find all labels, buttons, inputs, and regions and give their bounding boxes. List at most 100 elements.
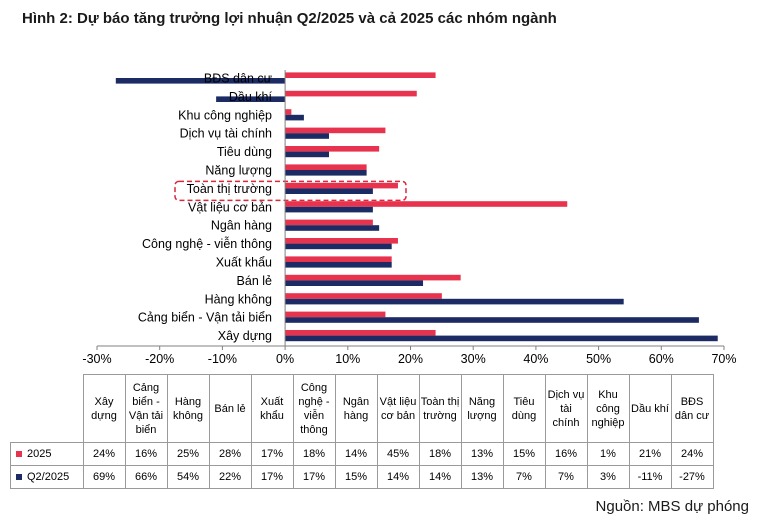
category-label: Dầu khí bbox=[229, 90, 273, 104]
bar bbox=[285, 114, 304, 121]
category-label: Xuất khẩu bbox=[216, 256, 272, 270]
x-tick-label: 60% bbox=[649, 352, 674, 366]
column-header: Xây dựng bbox=[82, 374, 126, 443]
bar bbox=[285, 219, 373, 226]
category-label: Năng lượng bbox=[205, 164, 272, 178]
bar bbox=[285, 90, 417, 97]
table-cell: 18% bbox=[292, 442, 336, 466]
table-cell: 69% bbox=[82, 465, 126, 489]
column-header: Hàng không bbox=[166, 374, 210, 443]
table-cell: 7% bbox=[544, 465, 588, 489]
category-label: Hàng không bbox=[205, 292, 272, 306]
x-tick-label: 0% bbox=[276, 352, 294, 366]
bar bbox=[285, 311, 386, 318]
table-cell: 18% bbox=[418, 442, 462, 466]
category-label: Bán lẻ bbox=[237, 274, 272, 288]
bar bbox=[216, 96, 286, 102]
column-header: Xuất khẩu bbox=[250, 374, 294, 443]
column-header: Công nghệ - viễn thông bbox=[292, 374, 336, 443]
table-cell: 13% bbox=[460, 442, 504, 466]
data-table: Xây dựng Cảng biển - Vận tải biển Hàng khô… bbox=[10, 374, 714, 489]
category-label: Ngân hàng bbox=[211, 219, 272, 233]
highlight-box bbox=[174, 180, 407, 202]
legend-swatch bbox=[16, 451, 22, 458]
x-tick-label: 30% bbox=[461, 352, 486, 366]
table-cell: 15% bbox=[334, 465, 378, 489]
column-header: Ngân hàng bbox=[334, 374, 378, 443]
table-cell: 45% bbox=[376, 442, 420, 466]
bar bbox=[285, 201, 568, 207]
category-label: Cảng biển - Vận tải biển bbox=[138, 311, 272, 325]
bar bbox=[285, 182, 398, 189]
table-cell: 24% bbox=[670, 442, 714, 466]
column-header: Dầu khí bbox=[628, 374, 672, 443]
bar bbox=[285, 274, 461, 281]
bar bbox=[285, 225, 380, 231]
column-header: Khu công nghiệp bbox=[586, 374, 630, 443]
bar bbox=[285, 170, 367, 176]
category-label: Tiêu dùng bbox=[217, 145, 272, 159]
table-cell: 16% bbox=[124, 442, 168, 466]
table-cell: 16% bbox=[544, 442, 588, 466]
bar bbox=[285, 151, 329, 158]
bar bbox=[285, 133, 329, 139]
bar bbox=[285, 293, 442, 299]
table-cell: 66% bbox=[124, 465, 168, 489]
column-header: Năng lượng bbox=[460, 374, 504, 443]
category-label: Vật liệu cơ bản bbox=[188, 200, 272, 214]
bar-chart: BĐS dân cư Dầu khí Khu công nghiệp Dịch vụ … bbox=[82, 70, 737, 366]
bar bbox=[285, 238, 398, 244]
table-cell: 28% bbox=[208, 442, 252, 466]
bar bbox=[285, 164, 367, 170]
table-cell: 17% bbox=[292, 465, 336, 489]
legend-label: Q2/2025 bbox=[27, 471, 70, 483]
x-tick-label: 10% bbox=[335, 352, 360, 366]
x-tick-label: 20% bbox=[398, 352, 423, 366]
bar bbox=[285, 243, 392, 250]
table-cell: 21% bbox=[628, 442, 672, 466]
column-header: Toàn thị trường bbox=[418, 374, 462, 443]
bar bbox=[285, 72, 436, 78]
figure-title: Hình 2: Dự báo tăng trưởng lợi nhuận Q2/… bbox=[22, 10, 557, 27]
bar bbox=[285, 188, 373, 194]
table-cell: 22% bbox=[208, 465, 252, 489]
table-body: 2025 24% 16% 25% 28% 17% 18% 14% 45% 18% 13% 15% 16%… bbox=[10, 442, 714, 489]
table-header-row: Xây dựng Cảng biển - Vận tải biển Hàng khô… bbox=[10, 374, 714, 443]
table-cell: 13% bbox=[460, 465, 504, 489]
bar bbox=[285, 206, 373, 213]
source-note: Nguồn: MBS dự phóng bbox=[595, 498, 749, 515]
bar bbox=[285, 317, 699, 323]
category-label: Toàn thị trường bbox=[187, 182, 272, 196]
bar bbox=[285, 109, 292, 115]
table-cell: 25% bbox=[166, 442, 210, 466]
table-corner bbox=[10, 374, 84, 443]
column-header: Vật liệu cơ bản bbox=[376, 374, 420, 443]
x-tick-label: 70% bbox=[711, 352, 736, 366]
x-tick-label: -20% bbox=[145, 352, 174, 366]
bar bbox=[285, 262, 392, 268]
bar bbox=[285, 256, 392, 262]
column-header: Tiêu dùng bbox=[502, 374, 546, 443]
legend-swatch bbox=[16, 474, 22, 481]
category-label: BĐS dân cư bbox=[204, 72, 272, 86]
table-row: Q2/2025 69% 66% 54% 22% 17% 17% 15% 14% 14% 13% 7% 7… bbox=[10, 465, 714, 489]
column-header: Cảng biển - Vận tải biển bbox=[124, 374, 168, 443]
category-label: Dịch vụ tài chính bbox=[180, 127, 272, 141]
table-cell: 1% bbox=[586, 442, 630, 466]
bar bbox=[285, 146, 380, 152]
legend-cell: 2025 bbox=[10, 442, 84, 466]
x-tick-label: -10% bbox=[208, 352, 237, 366]
category-label: Công nghệ - viễn thông bbox=[142, 236, 272, 251]
category-label: Xây dựng bbox=[218, 329, 272, 343]
bar bbox=[285, 127, 386, 134]
table-cell: 17% bbox=[250, 465, 294, 489]
x-tick-label: 40% bbox=[523, 352, 548, 366]
table-cell: -27% bbox=[670, 465, 714, 489]
bar bbox=[285, 298, 624, 305]
table-cell: 15% bbox=[502, 442, 546, 466]
table-cell: 54% bbox=[166, 465, 210, 489]
legend-label: 2025 bbox=[27, 448, 52, 460]
column-header: Dịch vụ tài chính bbox=[544, 374, 588, 443]
table-cell: 7% bbox=[502, 465, 546, 489]
bar bbox=[115, 78, 286, 84]
